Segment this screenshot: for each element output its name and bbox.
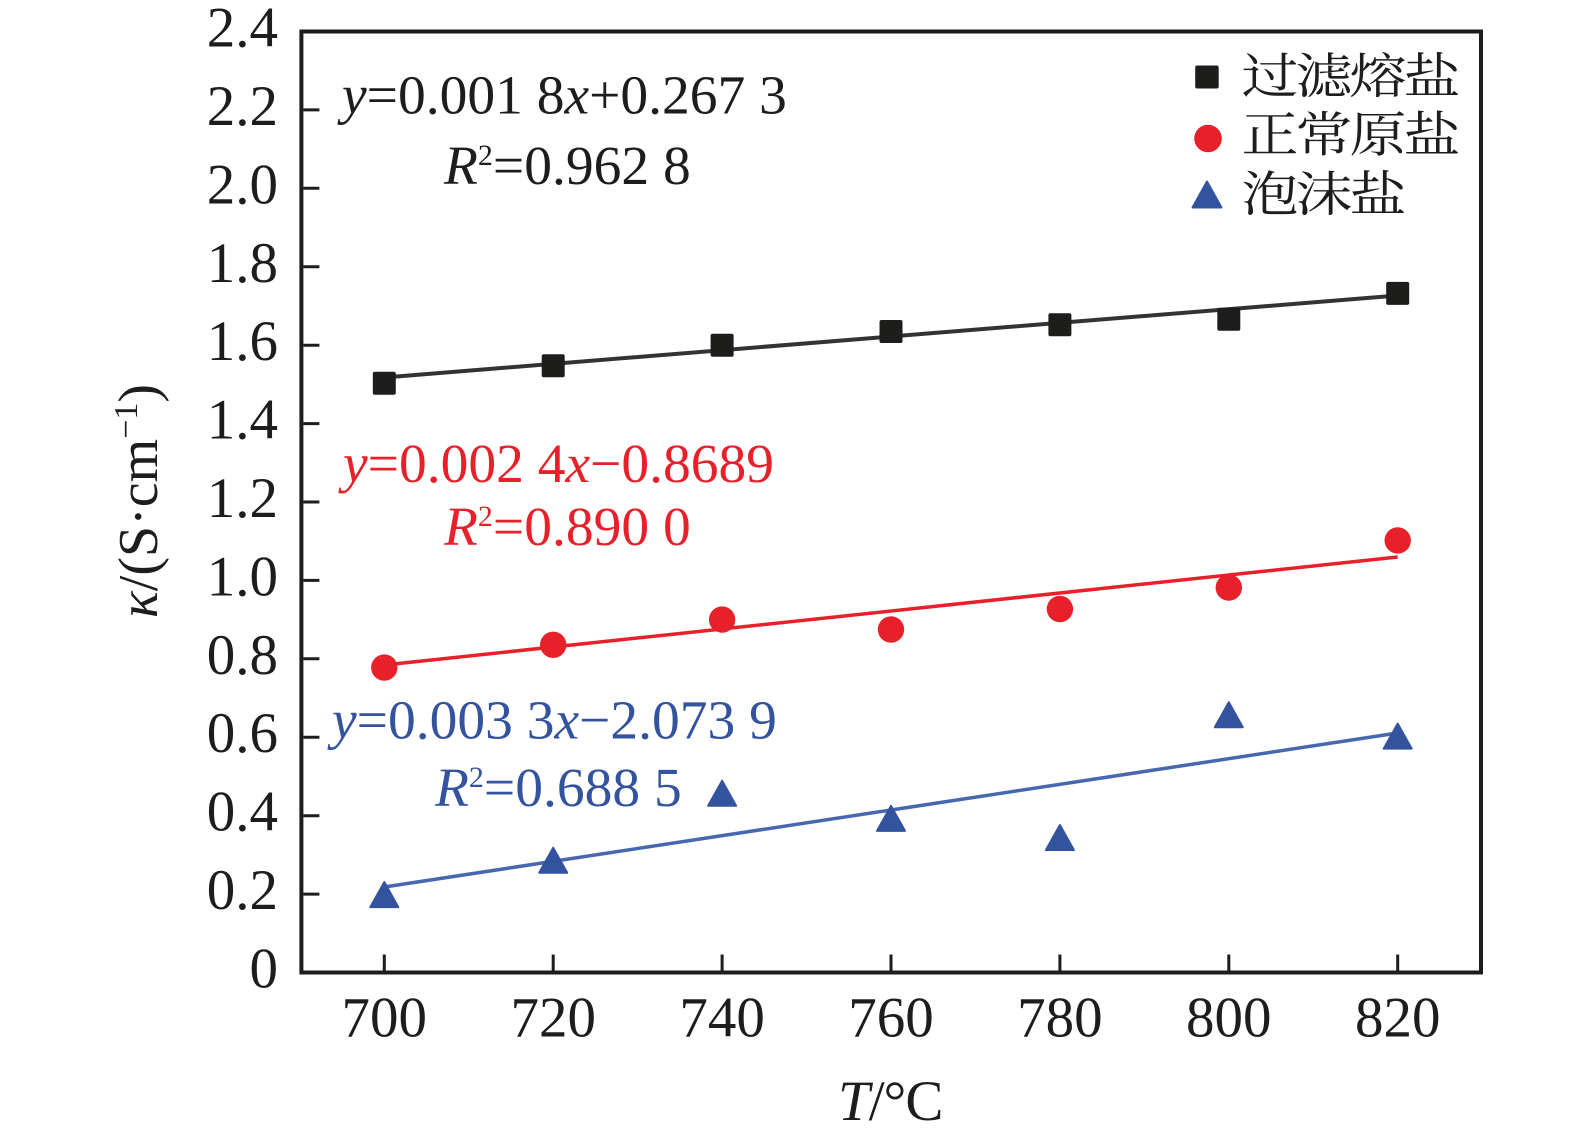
svg-text:0.6: 0.6 (207, 702, 278, 765)
svg-text:y=0.001 8x+0.267 3: y=0.001 8x+0.267 3 (337, 66, 787, 127)
svg-text:y=0.003 3x−2.073 9: y=0.003 3x−2.073 9 (327, 691, 777, 752)
svg-text:1.4: 1.4 (207, 389, 278, 452)
svg-text:0.4: 0.4 (207, 781, 278, 844)
svg-text:1.0: 1.0 (207, 545, 278, 608)
svg-text:R2=0.890 0: R2=0.890 0 (443, 497, 691, 558)
svg-text:2.2: 2.2 (207, 75, 278, 138)
svg-text:800: 800 (1186, 987, 1272, 1050)
svg-text:0.8: 0.8 (207, 624, 278, 687)
svg-text:1.8: 1.8 (207, 232, 278, 295)
svg-text:740: 740 (679, 987, 765, 1050)
svg-text:760: 760 (848, 987, 934, 1050)
svg-text:2.4: 2.4 (207, 0, 278, 60)
svg-text:T/°C: T/°C (838, 1070, 942, 1133)
svg-text:700: 700 (342, 987, 428, 1050)
svg-text:720: 720 (510, 987, 596, 1050)
svg-text:1.2: 1.2 (207, 467, 278, 530)
svg-text:780: 780 (1017, 987, 1103, 1050)
svg-text:κ/(S·cm−1): κ/(S·cm−1) (108, 384, 170, 618)
svg-text:R2=0.962 8: R2=0.962 8 (443, 136, 691, 197)
svg-text:1.6: 1.6 (207, 310, 278, 373)
svg-text:820: 820 (1355, 987, 1441, 1050)
svg-text:2.0: 2.0 (207, 153, 278, 216)
svg-text:0.2: 0.2 (207, 859, 278, 922)
svg-text:0: 0 (250, 938, 279, 1001)
svg-text:R2=0.688 5: R2=0.688 5 (434, 758, 682, 819)
svg-text:y=0.002 4x−0.8689: y=0.002 4x−0.8689 (338, 434, 774, 495)
